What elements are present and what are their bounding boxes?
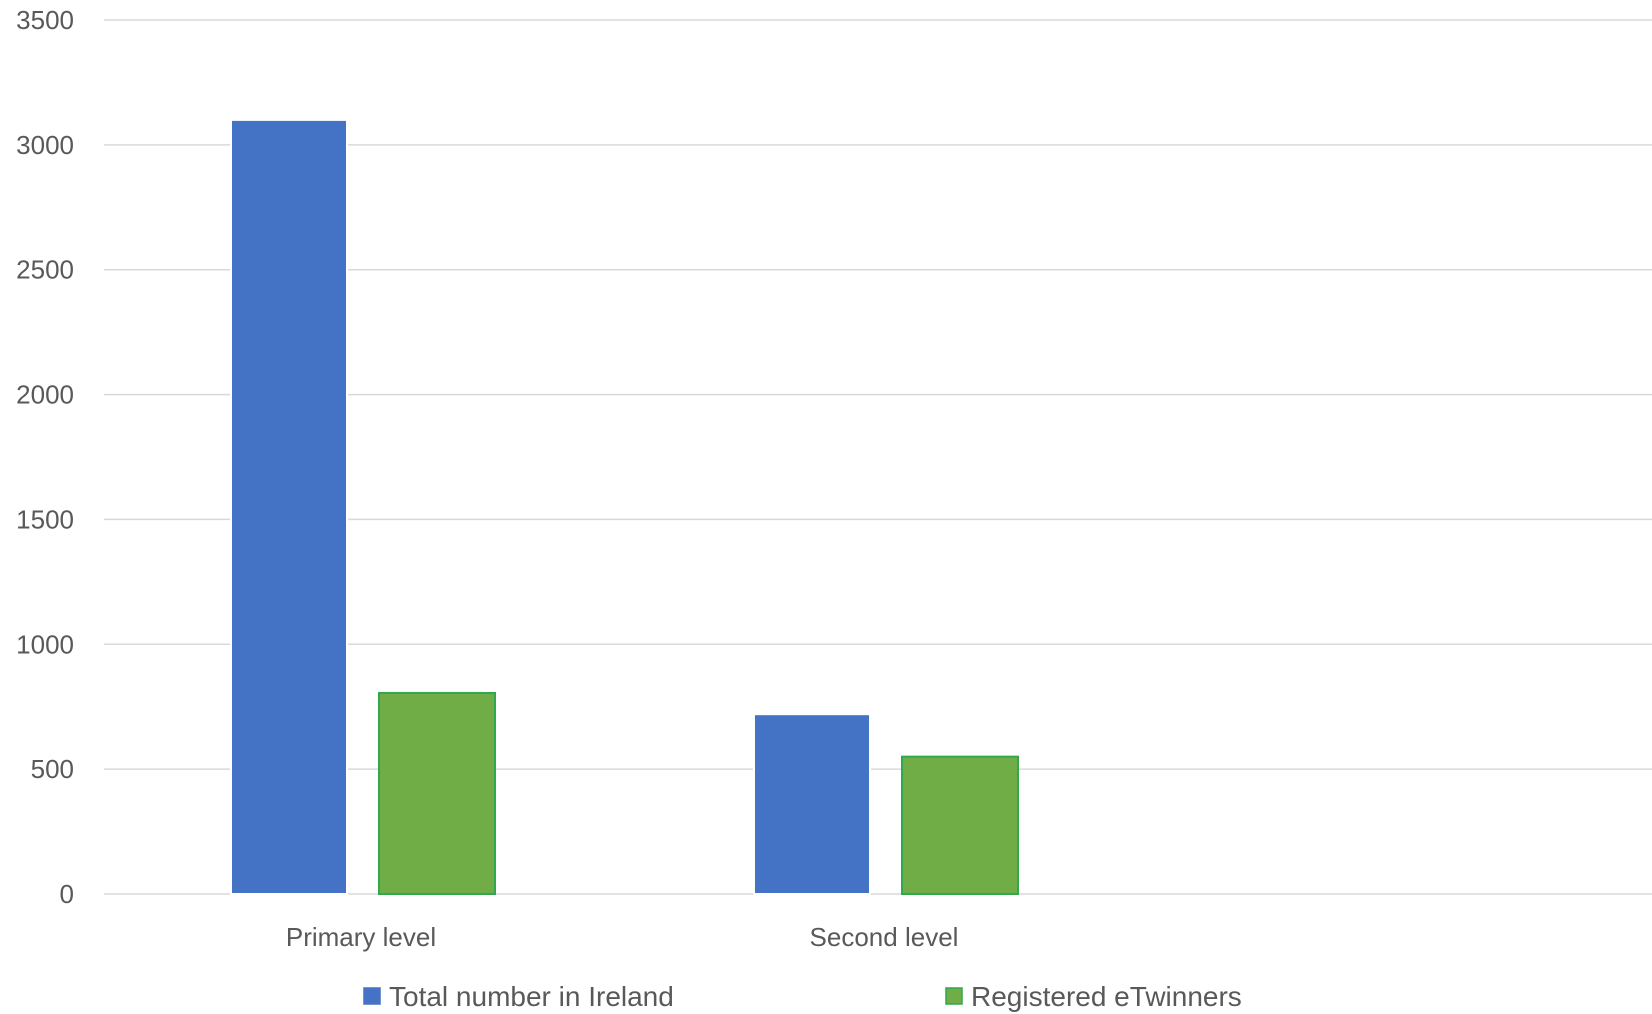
y-tick-label-2500: 2500 bbox=[16, 255, 74, 285]
legend: Total number in Ireland Registered eTwinn… bbox=[363, 981, 1242, 1012]
x-tick-label-primary-level: Primary level bbox=[286, 922, 436, 952]
y-tick-label-3000: 3000 bbox=[16, 130, 74, 160]
y-tick-label-1000: 1000 bbox=[16, 629, 74, 659]
bar-registered-etwinners-primary-level bbox=[378, 691, 496, 895]
bar-total-number-in-ireland-primary-level bbox=[230, 118, 348, 895]
y-tick-label-500: 500 bbox=[31, 754, 74, 784]
y-tick-label-1500: 1500 bbox=[16, 504, 74, 534]
legend-swatch-total-number-in-ireland bbox=[363, 987, 381, 1005]
bars bbox=[230, 118, 1019, 896]
bar-registered-etwinners-second-level bbox=[901, 755, 1019, 896]
y-tick-label-0: 0 bbox=[60, 879, 74, 909]
legend-label-total-number-in-ireland: Total number in Ireland bbox=[389, 981, 674, 1012]
bar-total-number-in-ireland-second-level bbox=[753, 713, 871, 895]
y-tick-label-2000: 2000 bbox=[16, 380, 74, 410]
x-tick-label-second-level: Second level bbox=[810, 922, 959, 952]
legend-swatch-registered-etwinners bbox=[945, 987, 963, 1005]
legend-label-registered-etwinners: Registered eTwinners bbox=[971, 981, 1242, 1012]
y-axis-tick-labels: 0 500 1000 1500 2000 2500 3000 3500 bbox=[16, 5, 74, 909]
x-axis-category-labels: Primary level Second level bbox=[286, 922, 959, 952]
gridlines bbox=[104, 19, 1652, 895]
y-tick-label-3500: 3500 bbox=[16, 5, 74, 35]
